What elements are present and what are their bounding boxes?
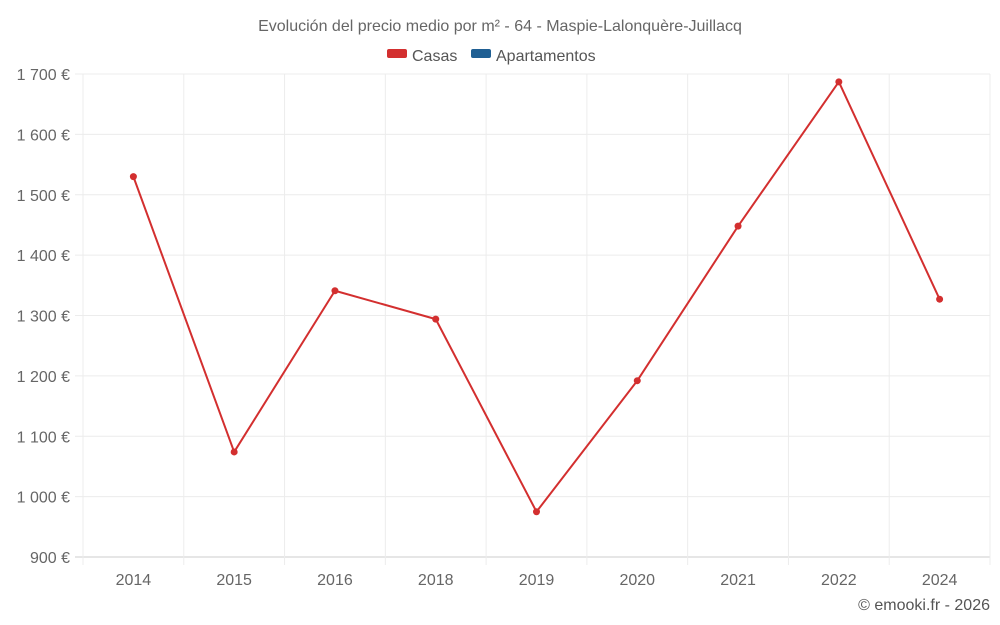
- y-tick-label: 1 600 €: [17, 127, 70, 144]
- data-point[interactable]: [533, 508, 540, 516]
- data-point[interactable]: [129, 173, 137, 181]
- legend-swatch-casas[interactable]: [387, 49, 407, 58]
- x-tick-label: 2020: [619, 572, 655, 589]
- series-line-casas: [132, 80, 941, 513]
- data-point[interactable]: [734, 222, 742, 230]
- data-point[interactable]: [633, 377, 641, 385]
- series-casas: [129, 78, 944, 516]
- legend: Casas Apartamentos: [387, 48, 596, 65]
- x-axis: 2014 2015 2016 2018 2019 2020 2021 2022 2024: [116, 572, 958, 589]
- x-tick-label: 2021: [720, 572, 756, 589]
- x-tick-label: 2014: [116, 572, 152, 589]
- y-axis: 900 € 1 000 € 1 100 € 1 200 € 1 300 € 1 400 €…: [17, 67, 70, 567]
- y-tick-label: 1 400 €: [17, 248, 70, 265]
- footer-credit: © emooki.fr - 2026: [858, 597, 990, 614]
- data-point[interactable]: [835, 78, 843, 86]
- y-tick-label: 1 700 €: [17, 67, 70, 84]
- y-tick-label: 1 000 €: [17, 490, 70, 507]
- y-tick-label: 1 500 €: [17, 188, 70, 205]
- legend-label-apartamentos[interactable]: Apartamentos: [496, 48, 596, 65]
- x-tick-label: 2019: [519, 572, 555, 589]
- legend-swatch-apartamentos[interactable]: [471, 49, 491, 58]
- x-tick-label: 2016: [317, 572, 353, 589]
- chart-title: Evolución del precio medio por m² - 64 -…: [258, 18, 742, 35]
- data-point[interactable]: [331, 287, 339, 295]
- data-point[interactable]: [432, 315, 440, 323]
- data-point[interactable]: [230, 448, 238, 456]
- legend-label-casas[interactable]: Casas: [412, 48, 457, 65]
- y-tick-label: 1 100 €: [17, 429, 70, 446]
- x-tick-label: 2018: [418, 572, 454, 589]
- data-point[interactable]: [936, 295, 944, 303]
- x-tick-label: 2024: [922, 572, 958, 589]
- x-tick-label: 2015: [216, 572, 252, 589]
- y-tick-label: 1 300 €: [17, 309, 70, 326]
- x-tick-label: 2022: [821, 572, 857, 589]
- y-tick-label: 900 €: [30, 550, 70, 567]
- y-tick-label: 1 200 €: [17, 369, 70, 386]
- grid: [75, 73, 991, 565]
